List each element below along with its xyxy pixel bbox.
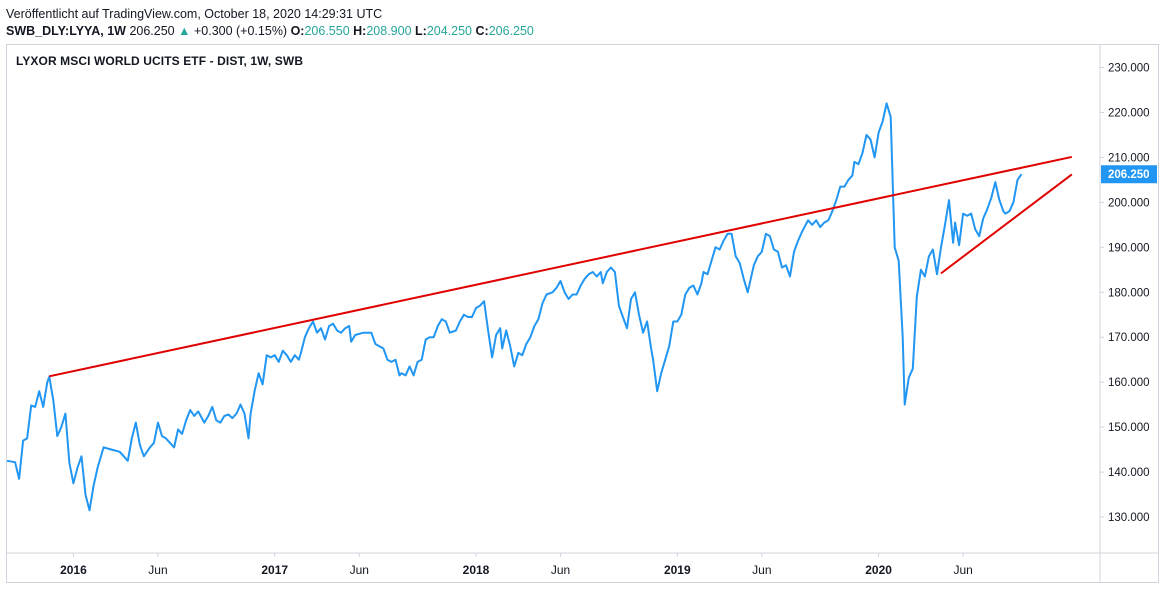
close-label: C: xyxy=(475,24,489,38)
ohlc-line: SWB_DLY:LYYA, 1W 206.250 ▲ +0.300 (+0.15… xyxy=(6,23,534,40)
last-price-tag-bg xyxy=(1101,165,1157,184)
y-tick-label: 220.000 xyxy=(1108,107,1150,119)
last-price-tag-label: 206.250 xyxy=(1108,169,1150,181)
y-tick-label: 150.000 xyxy=(1108,422,1150,434)
series-layer xyxy=(6,102,1023,512)
x-tick-label: Jun xyxy=(551,563,570,577)
symbol-label: SWB_DLY:LYYA, 1W xyxy=(6,24,126,38)
support-trendline[interactable] xyxy=(940,173,1073,275)
high-label: H: xyxy=(353,24,367,38)
trendline-layer[interactable] xyxy=(49,155,1073,378)
last-price-tag: 206.250 xyxy=(1101,165,1157,184)
x-tick-label: 2018 xyxy=(463,563,490,577)
y-tick-label: 180.000 xyxy=(1108,287,1150,299)
y-tick-label: 170.000 xyxy=(1108,332,1150,344)
y-tick-label: 230.000 xyxy=(1108,62,1150,74)
low-label: L: xyxy=(415,24,427,38)
resistance-trendline[interactable] xyxy=(49,155,1073,378)
x-tick-label: 2019 xyxy=(664,563,691,577)
up-arrow-icon: ▲ xyxy=(178,24,191,38)
x-tick-label: Jun xyxy=(752,563,771,577)
price-series-line xyxy=(6,102,1023,512)
high-value: 208.900 xyxy=(366,24,412,38)
chart-header: Veröffentlicht auf TradingView.com, Octo… xyxy=(6,6,534,40)
x-tick-label: Jun xyxy=(148,563,167,577)
open-label: O: xyxy=(290,24,305,38)
published-line: Veröffentlicht auf TradingView.com, Octo… xyxy=(6,7,383,21)
y-tick-label: 210.000 xyxy=(1108,152,1150,164)
x-tick-label: 2016 xyxy=(60,563,87,577)
chart-title: LYXOR MSCI WORLD UCITS ETF - DIST, 1W, S… xyxy=(16,54,304,68)
x-tick-label: Jun xyxy=(350,563,369,577)
price-axis[interactable]: 130.000 140.000 150.000 160.000 170.000 180.0… xyxy=(1100,62,1150,524)
last-price: 206.250 xyxy=(129,24,175,38)
y-tick-label: 200.000 xyxy=(1108,197,1150,209)
y-tick-label: 130.000 xyxy=(1108,512,1150,524)
chart-frame xyxy=(6,44,1159,583)
time-axis[interactable]: 2016 Jun 2017 Jun 2018 Jun 2019 Jun 2020 Jun xyxy=(60,553,973,577)
x-tick-label: 2020 xyxy=(865,563,892,577)
price-change: +0.300 (+0.15%) xyxy=(193,24,288,38)
y-tick-label: 160.000 xyxy=(1108,377,1150,389)
close-value: 206.250 xyxy=(488,24,534,38)
y-tick-label: 190.000 xyxy=(1108,242,1150,254)
y-tick-label: 140.000 xyxy=(1108,467,1150,479)
low-value: 204.250 xyxy=(426,24,473,38)
open-value: 206.550 xyxy=(304,24,350,38)
x-tick-label: Jun xyxy=(953,563,972,577)
x-tick-label: 2017 xyxy=(261,563,288,577)
